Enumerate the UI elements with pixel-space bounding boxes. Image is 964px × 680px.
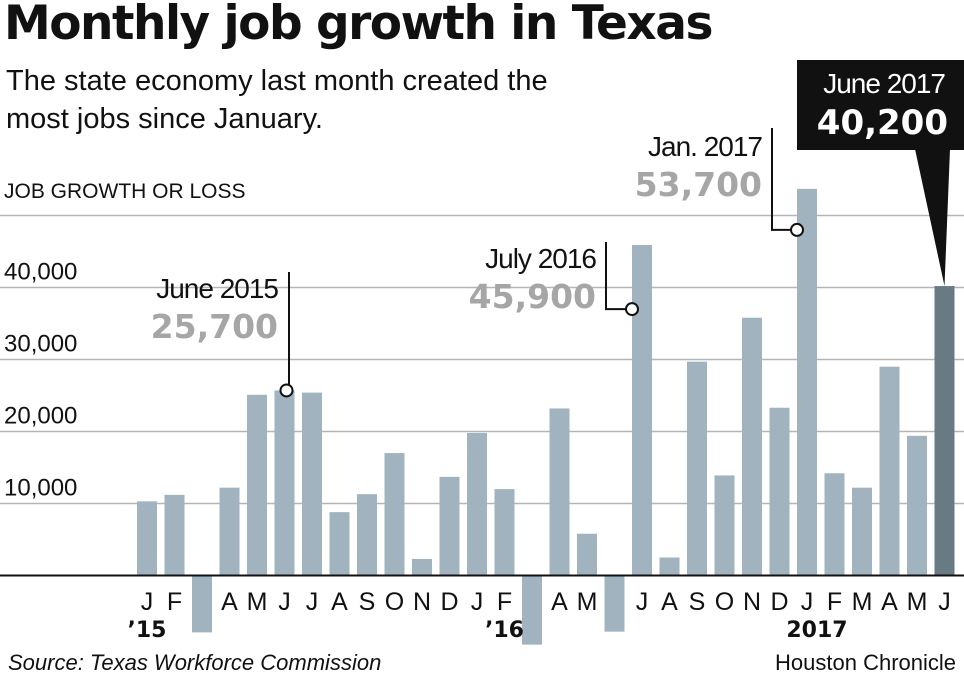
bar bbox=[219, 487, 240, 576]
x-tick-label: A bbox=[881, 588, 898, 616]
leader-line bbox=[771, 128, 797, 231]
bar bbox=[714, 475, 735, 576]
chart-subtitle: The state economy last month created the… bbox=[6, 65, 548, 135]
bar bbox=[247, 394, 267, 576]
x-tick-label: F bbox=[167, 588, 182, 616]
x-tick-label: O bbox=[715, 588, 734, 616]
y-tick-label: 10,000 bbox=[4, 475, 77, 502]
x-tick-label: N bbox=[413, 588, 431, 616]
bar bbox=[329, 512, 350, 576]
bar bbox=[577, 533, 597, 576]
y-axis-label: JOB GROWTH OR LOSS bbox=[4, 180, 246, 203]
x-tick-label: D bbox=[770, 588, 788, 616]
bar bbox=[192, 575, 212, 633]
bar bbox=[604, 575, 625, 632]
x-tick-label: J bbox=[636, 588, 649, 616]
annotation-value: 45,900 bbox=[469, 277, 596, 316]
x-tick-label: N bbox=[743, 588, 761, 616]
x-tick-label: S bbox=[689, 588, 706, 616]
year-label: 2017 bbox=[786, 618, 847, 643]
bar bbox=[632, 245, 652, 576]
annotation-label: June 2015 bbox=[156, 273, 278, 304]
source-note: Source: Texas Workforce Commission bbox=[8, 650, 382, 675]
bar bbox=[742, 317, 762, 576]
annotation-value: 40,200 bbox=[817, 103, 948, 143]
bar bbox=[824, 473, 845, 576]
highlight-callout-box bbox=[797, 60, 964, 150]
x-tick-label: A bbox=[551, 588, 568, 616]
bar bbox=[357, 494, 377, 576]
bar bbox=[797, 188, 817, 576]
bar bbox=[439, 476, 460, 576]
marker-dot bbox=[279, 383, 294, 398]
bar bbox=[412, 558, 432, 576]
x-tick-label: M bbox=[577, 588, 598, 616]
bar bbox=[302, 392, 322, 576]
callout-pointer bbox=[915, 149, 950, 287]
x-tick-label: M bbox=[852, 588, 873, 616]
bar bbox=[659, 557, 680, 576]
bar bbox=[934, 286, 955, 576]
x-tick-label: J bbox=[471, 588, 484, 616]
y-tick-label: 30,000 bbox=[4, 331, 77, 358]
year-label: ’15 bbox=[128, 618, 167, 643]
bar bbox=[522, 575, 542, 645]
x-tick-label: A bbox=[221, 588, 238, 616]
x-tick-label: M bbox=[907, 588, 928, 616]
x-tick-label: D bbox=[440, 588, 458, 616]
bar bbox=[549, 408, 570, 576]
bar bbox=[164, 494, 185, 576]
leader-line bbox=[605, 242, 632, 311]
annotation-label: Jan. 2017 bbox=[648, 131, 762, 162]
bar bbox=[852, 487, 872, 576]
x-tick-label: F bbox=[497, 588, 512, 616]
year-label: ’16 bbox=[485, 618, 524, 643]
bar bbox=[137, 501, 157, 576]
annotation-label: June 2017 bbox=[823, 68, 945, 99]
bar bbox=[687, 361, 707, 576]
y-tick-label: 20,000 bbox=[4, 403, 77, 430]
bar bbox=[467, 432, 487, 576]
bar bbox=[494, 489, 515, 576]
annotation-value: 25,700 bbox=[151, 307, 278, 346]
annotation-label: July 2016 bbox=[485, 243, 596, 274]
x-tick-label: O bbox=[385, 588, 404, 616]
bar bbox=[907, 435, 927, 576]
y-tick-label: 40,000 bbox=[4, 259, 77, 286]
x-tick-label: J bbox=[306, 588, 319, 616]
bar bbox=[384, 453, 405, 576]
bar bbox=[769, 407, 790, 576]
marker-dot bbox=[790, 222, 804, 237]
credit: Houston Chronicle bbox=[775, 650, 956, 675]
x-tick-label: J bbox=[801, 588, 814, 616]
annotation-value: 53,700 bbox=[635, 165, 762, 204]
bar bbox=[879, 366, 900, 576]
marker-dot bbox=[625, 302, 639, 317]
x-tick-label: S bbox=[359, 588, 376, 616]
x-tick-label: J bbox=[938, 588, 951, 616]
x-tick-label: J bbox=[278, 588, 291, 616]
x-tick-label: F bbox=[827, 588, 842, 616]
x-tick-label: M bbox=[247, 588, 268, 616]
x-tick-label: A bbox=[661, 588, 678, 616]
chart-title: Monthly job growth in Texas bbox=[4, 0, 713, 51]
x-tick-label: J bbox=[141, 588, 154, 616]
bar bbox=[274, 390, 295, 576]
x-tick-label: A bbox=[331, 588, 348, 616]
